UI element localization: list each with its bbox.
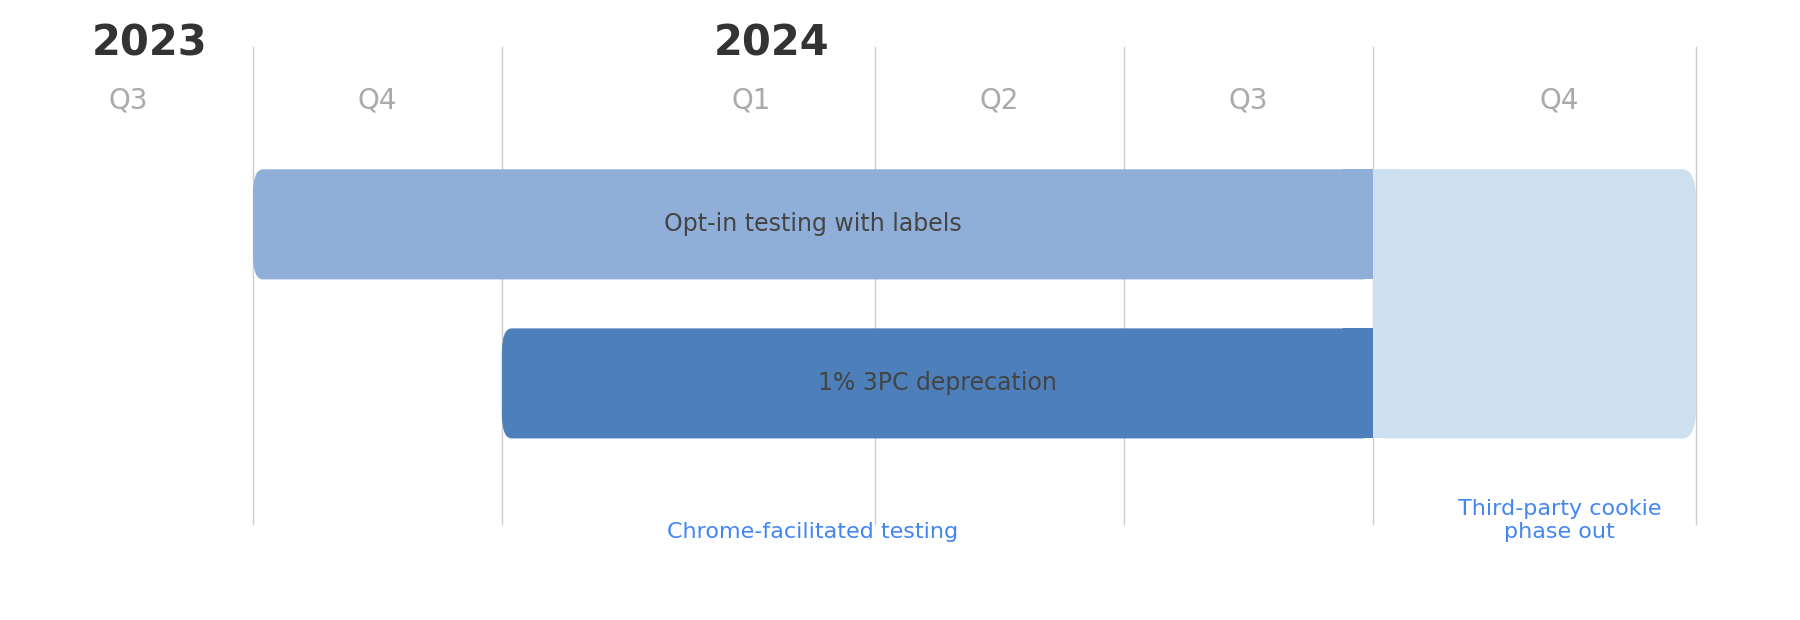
Text: Q3: Q3 [108,87,148,115]
FancyBboxPatch shape [1373,169,1696,438]
Text: Chrome-facilitated testing: Chrome-facilitated testing [668,523,958,542]
Text: Q4: Q4 [358,87,398,115]
Bar [1343,329,1373,438]
FancyBboxPatch shape [254,169,1373,280]
Text: Third-party cookie
phase out: Third-party cookie phase out [1458,499,1661,542]
Bar [1373,169,1402,438]
Text: Q3: Q3 [1229,87,1269,115]
Text: Q1: Q1 [731,87,770,115]
Text: Q4: Q4 [1539,87,1579,115]
Bar [1343,169,1373,280]
Text: 2023: 2023 [92,22,207,64]
Text: Opt-in testing with labels: Opt-in testing with labels [664,213,961,236]
Text: 1% 3PC deprecation: 1% 3PC deprecation [817,371,1057,396]
Text: Q2: Q2 [979,87,1019,115]
FancyBboxPatch shape [502,329,1373,438]
Text: 2024: 2024 [713,22,830,64]
